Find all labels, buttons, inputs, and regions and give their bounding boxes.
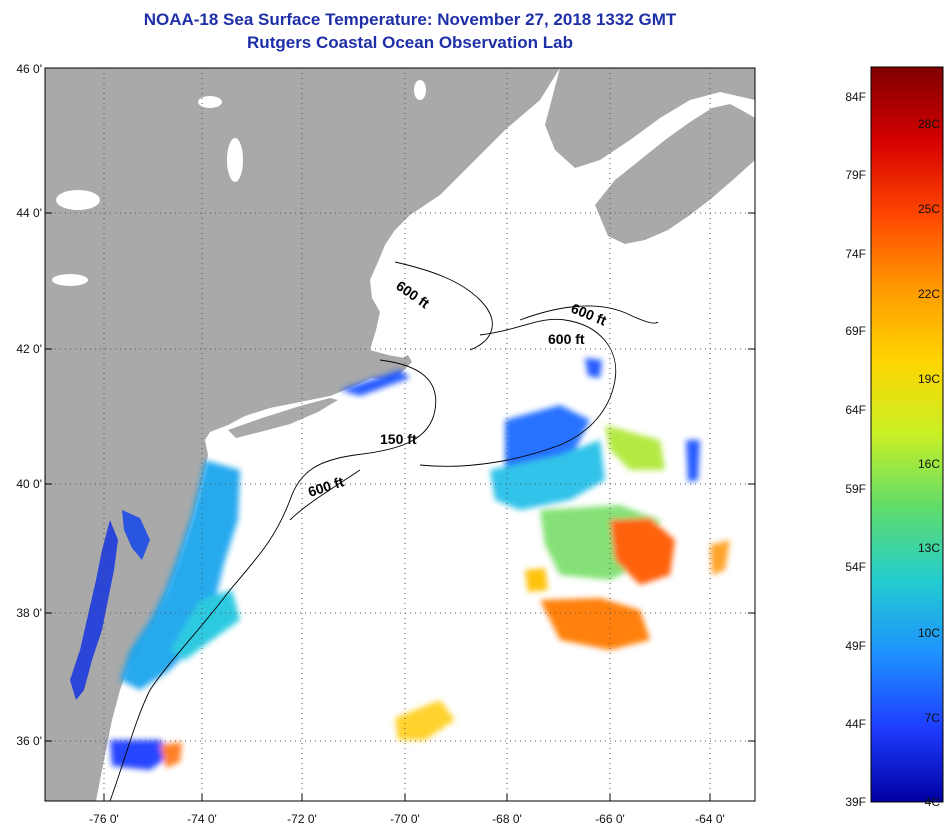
- colorbar-f-label: 74F: [845, 247, 866, 261]
- land-us-coast: [45, 68, 560, 801]
- frame-ticks: [45, 212, 755, 801]
- lon-tick-label: -74 0': [187, 812, 217, 826]
- colorbar-f-label: 54F: [845, 560, 866, 574]
- colorbar-c-label: 25C: [918, 202, 940, 216]
- lake: [198, 96, 222, 108]
- colorbar-c-label: 10C: [918, 626, 940, 640]
- lon-tick-label: -72 0': [287, 812, 317, 826]
- colorbar-f-label: 84F: [845, 90, 866, 104]
- chesapeake-bay: [70, 520, 118, 700]
- lon-tick-label: -70 0': [390, 812, 420, 826]
- lake: [227, 138, 243, 182]
- lake: [56, 190, 100, 210]
- lon-tick-label: -68 0': [492, 812, 522, 826]
- colorbar-c-label: 16C: [918, 457, 940, 471]
- land-cape-cod: [370, 355, 412, 380]
- lon-tick-label: -66 0': [595, 812, 625, 826]
- colorbar-f-label: 49F: [845, 639, 866, 653]
- lake: [414, 80, 426, 100]
- colorbar-f-label: 69F: [845, 324, 866, 338]
- lat-tick-label: 38 0': [16, 606, 42, 620]
- land-new-brunswick: [545, 68, 755, 168]
- colorbar-f-label: 79F: [845, 168, 866, 182]
- colorbar-c-label: 19C: [918, 372, 940, 386]
- colorbar-f-label: 44F: [845, 717, 866, 731]
- lat-tick-label: 36 0': [16, 734, 42, 748]
- map-frame: [44, 67, 756, 802]
- lat-tick-label: 42 0': [16, 342, 42, 356]
- colorbar-c-label: 7C: [925, 711, 941, 725]
- delaware-bay: [122, 510, 150, 560]
- lat-tick-label: 44 0': [16, 206, 42, 220]
- colorbar-c-label: 28C: [918, 117, 940, 131]
- map-title: NOAA-18 Sea Surface Temperature: Novembe…: [143, 10, 677, 29]
- depth-contours: [109, 261, 659, 801]
- colorbar-f-label: 64F: [845, 403, 866, 417]
- sst-data: [110, 358, 730, 770]
- map-subtitle: Rutgers Coastal Ocean Observation Lab: [247, 33, 573, 52]
- lon-tick-label: -76 0': [89, 812, 119, 826]
- colorbar-c-label: 22C: [918, 287, 940, 301]
- lon-tick-label: -64 0': [695, 812, 725, 826]
- depth-label: 150 ft: [380, 431, 417, 447]
- depth-label: 600 ft: [548, 331, 585, 347]
- lat-lon-grid: [45, 68, 755, 801]
- land-long-island: [228, 398, 338, 438]
- lake: [52, 274, 88, 286]
- colorbar-c-label: 4C: [925, 795, 941, 809]
- lat-tick-label: 46 0': [16, 62, 42, 76]
- colorbar: [870, 66, 944, 803]
- colorbar-c-label: 13C: [918, 541, 940, 555]
- lat-tick-label: 40 0': [16, 477, 42, 491]
- land-nova-scotia: [595, 104, 755, 244]
- colorbar-f-label: 59F: [845, 482, 866, 496]
- colorbar-f-label: 39F: [845, 795, 866, 809]
